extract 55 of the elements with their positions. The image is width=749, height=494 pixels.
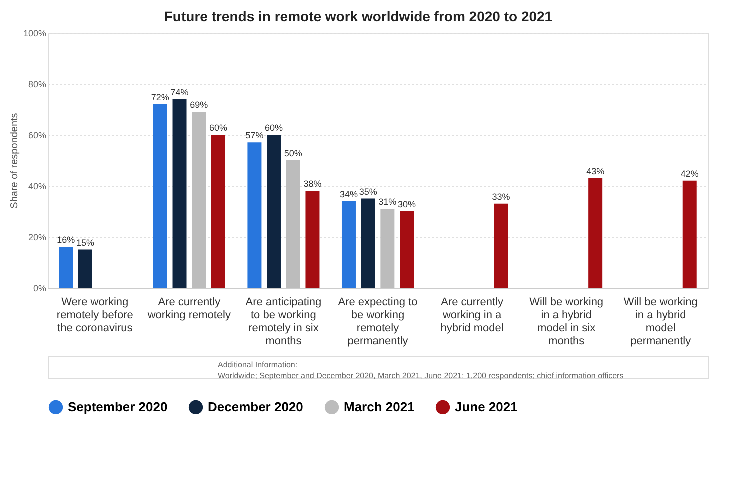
x-tick-label: Are currently working in a hybrid model [440,296,504,334]
bar [248,142,262,288]
data-label: 50% [284,148,302,158]
x-tick-label: Will be working in a hybrid model permanently [624,296,698,348]
data-label: 74% [170,87,189,98]
data-label: 42% [680,168,699,179]
y-tick-label: 40% [28,182,46,192]
data-label: 60% [265,123,284,133]
data-label: 69% [190,100,208,110]
data-label: 34% [340,189,358,200]
data-label: 60% [209,123,228,133]
y-tick-label: 100% [23,28,46,38]
data-label: 16% [57,235,76,246]
data-label: 31% [378,196,397,207]
bar [59,247,74,288]
legend-label: March 2021 [344,399,415,414]
x-tick-label: Are expecting to be working remotely permanently [338,296,418,348]
bar [342,201,356,288]
data-label: 57% [246,130,264,141]
y-tick-label: 20% [28,232,46,242]
data-label: 38% [304,179,322,190]
text: Worldwide; September and December 2020, March 2021, June 2021; 1,200 respondents; chief information officers [218,372,624,380]
bar [153,104,168,288]
bar [192,112,206,288]
x-tick-label: Are currently working remotely [146,296,232,322]
x-tick-label: Will be working in a hybrid model in six months [530,296,604,348]
y-tick-label: 0% [33,284,46,294]
bar [361,198,376,288]
y-tick-label: 80% [28,80,46,90]
bar [211,135,226,288]
bar [494,204,508,288]
bar [78,250,92,288]
bar [400,212,414,288]
bar [172,99,187,288]
data-label: 33% [492,192,510,202]
chart-title: Future trends in remote work worldwide from 2020 to 2021 [164,8,553,24]
bar [286,160,300,288]
x-tick-label: Are anticipating to be working remotely in six months [246,296,322,348]
text: Additional Information: [218,360,298,370]
x-tick-label: Were working remotely before the coronavirus [56,296,134,334]
y-tick-label: 60% [28,130,46,140]
legend-label: September 2020 [68,399,168,414]
legend-label: June 2021 [455,399,518,414]
bar [380,208,395,288]
y-axis-title: Share of respondents [9,113,20,209]
data-label: 43% [586,166,605,176]
data-label: 30% [398,200,416,210]
bar [682,180,697,288]
bar [306,191,320,288]
data-label: 15% [76,238,94,248]
bar [267,135,282,288]
data-label: 35% [359,186,378,197]
legend-label: December 2020 [208,399,304,414]
data-label: 72% [151,92,170,102]
bar [588,178,603,288]
